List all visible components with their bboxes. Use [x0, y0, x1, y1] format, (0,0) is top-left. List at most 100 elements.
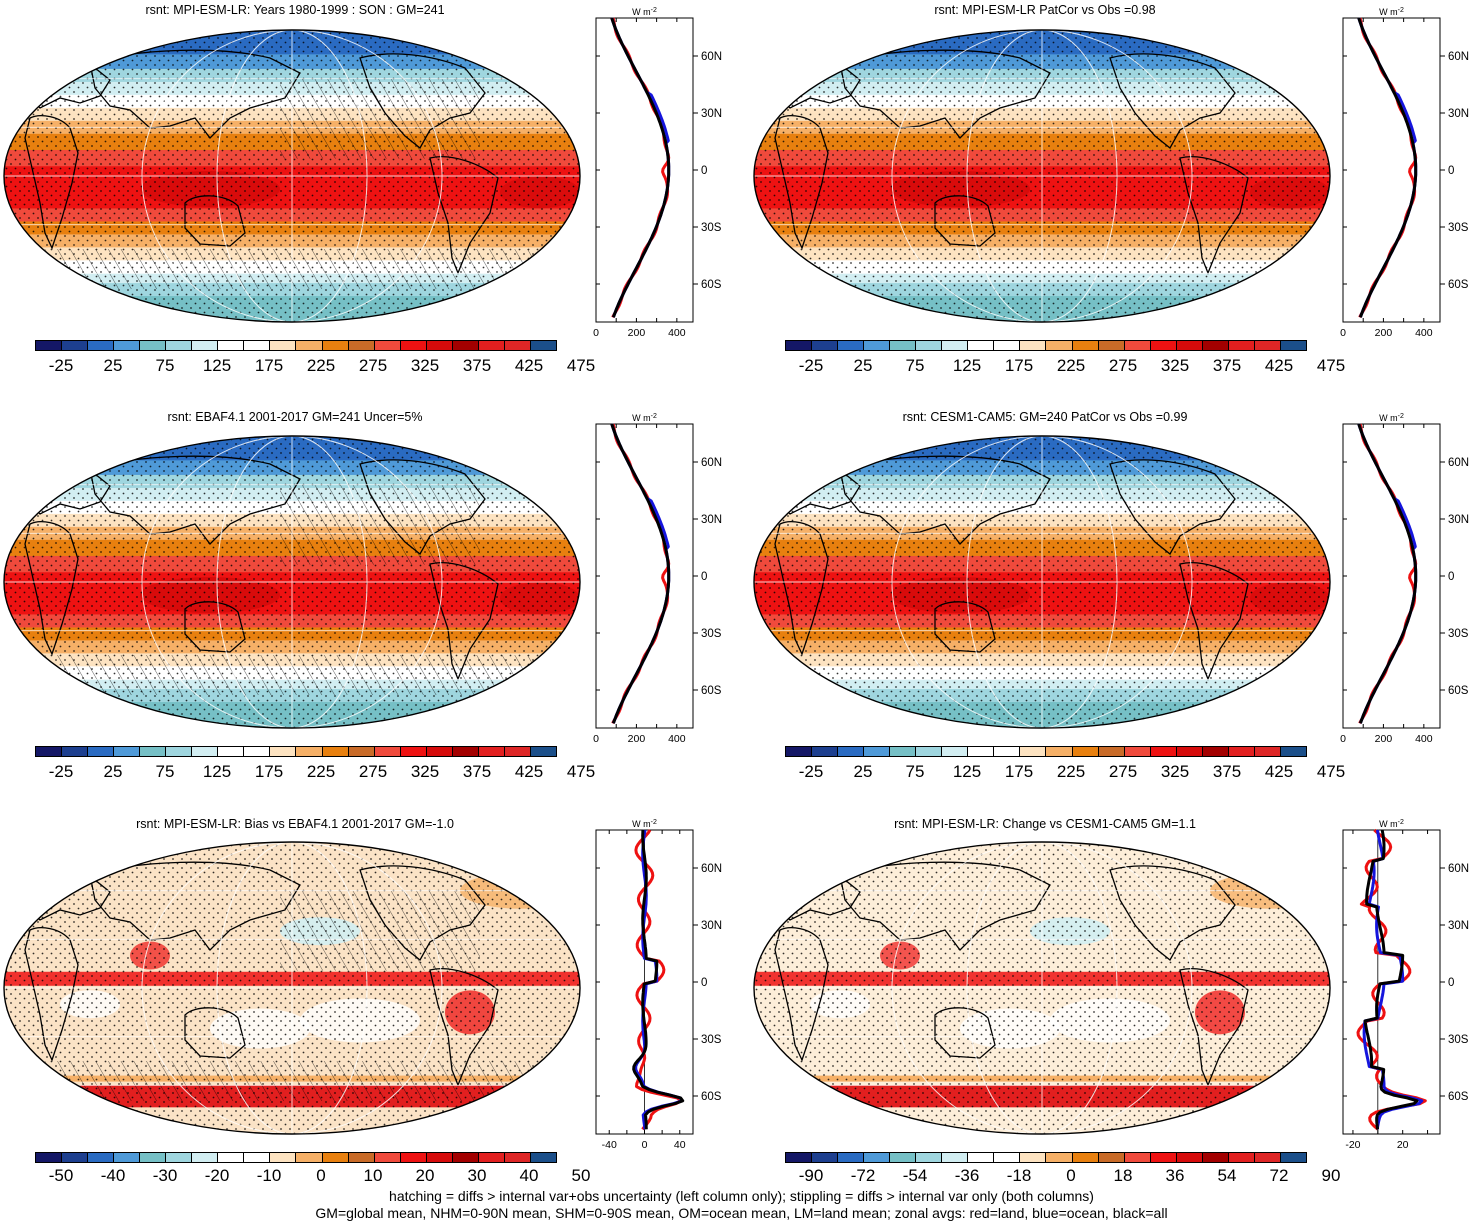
colorbar-swatch — [296, 747, 323, 756]
colorbar-label: 425 — [514, 356, 544, 375]
colorbar-label: 425 — [1264, 762, 1294, 781]
colorbar-swatch — [140, 1153, 167, 1162]
colorbar-swatch — [530, 747, 556, 756]
colorbar-swatch — [270, 747, 297, 756]
lat-tick-label: 60S — [1448, 279, 1469, 291]
colorbar-swatch — [1150, 341, 1177, 350]
colorbar-swatch — [166, 747, 193, 756]
colorbar-swatch — [890, 747, 917, 756]
colorbar-swatch — [36, 341, 63, 350]
colorbar-swatch — [452, 341, 479, 350]
colorbar-swatch — [114, 747, 141, 756]
lat-tick-label: 30S — [701, 628, 722, 640]
colorbar-label: 0 — [316, 1166, 326, 1185]
units-label: W m-2 — [1379, 7, 1404, 18]
zonal-mean-plot: W m-2 60N 30N 0 30S 60S -40 0 40 — [595, 819, 722, 1151]
colorbar-label: 25 — [103, 762, 123, 781]
colorbar-swatch — [348, 747, 375, 756]
colorbar-label: 40 — [519, 1166, 539, 1185]
colorbar-swatch — [838, 747, 865, 756]
panel-title: rsnt: CESM1-CAM5: GM=240 PatCor vs Obs =… — [902, 410, 1188, 424]
colorbar-swatch — [1202, 341, 1229, 350]
lat-tick-label: 30N — [1448, 920, 1469, 932]
lat-tick-label: 30N — [701, 920, 722, 932]
colorbar-swatch — [1228, 1153, 1255, 1162]
colorbar-swatch — [1072, 1153, 1099, 1162]
panel-title: rsnt: MPI-ESM-LR: Change vs CESM1-CAM5 G… — [894, 817, 1196, 831]
colorbar-swatch — [1228, 747, 1255, 756]
colorbar-swatch — [1228, 341, 1255, 350]
colorbar-label: 175 — [254, 356, 284, 375]
colorbar-swatch — [1280, 1153, 1306, 1162]
colorbar-label: -90 — [798, 1166, 824, 1185]
colorbar-swatch — [88, 1153, 115, 1162]
zonal-mean-plot: W m-2 60N 30N 0 30S 60S -20 20 — [1342, 819, 1469, 1151]
colorbar-label: -25 — [798, 762, 824, 781]
colorbar-swatch — [192, 341, 219, 350]
colorbar-label: 10 — [363, 1166, 383, 1185]
colorbar-swatch — [1020, 1153, 1047, 1162]
colorbar-swatch — [374, 341, 401, 350]
colorbar-swatch — [244, 747, 271, 756]
zonal-mean-plot: W m-2 60N 30N 0 30S 60S 0 200 400 — [593, 413, 722, 746]
lat-tick-label: 60N — [701, 863, 722, 875]
colorbar-swatch — [1176, 1153, 1203, 1162]
colorbar-swatch — [400, 747, 427, 756]
colorbar-swatch — [244, 1153, 271, 1162]
colorbar-swatch — [864, 1153, 891, 1162]
colorbar-label: 25 — [103, 356, 123, 375]
zonal-x-tick-label: 20 — [1397, 1139, 1409, 1151]
lat-tick-label: 30S — [1448, 222, 1469, 234]
units-label: W m-2 — [632, 7, 657, 18]
colorbar-swatch — [1280, 341, 1306, 350]
colorbar-swatch — [478, 747, 505, 756]
zonal-x-tick-label: 400 — [1415, 733, 1433, 745]
lat-tick-label: 30S — [1448, 1034, 1469, 1046]
colorbar-swatch — [166, 1153, 193, 1162]
lat-tick-label: 30S — [1448, 628, 1469, 640]
colorbar-swatch — [140, 747, 167, 756]
zonal-x-tick-label: 400 — [668, 733, 686, 745]
all-mean-line — [632, 829, 685, 1130]
colorbar-label: 125 — [202, 762, 232, 781]
colorbar-swatch — [968, 747, 995, 756]
world-map — [753, 29, 1331, 323]
colorbar-swatch — [192, 747, 219, 756]
units-label: W m-2 — [632, 413, 657, 424]
colorbar-label: -72 — [850, 1166, 876, 1185]
colorbar-label: 275 — [1108, 356, 1138, 375]
colorbar-swatch — [114, 1153, 141, 1162]
colorbar-swatch — [1124, 1153, 1151, 1162]
colorbar-labels: -50 -40 -30 -20 -10 0 10 20 30 40 50 — [35, 1166, 591, 1186]
colorbar-label: 54 — [1217, 1166, 1237, 1185]
lat-tick-label: 30N — [701, 108, 722, 120]
colorbar-swatch — [62, 1153, 89, 1162]
colorbar-swatch — [322, 341, 349, 350]
colorbar-labels: -90 -72 -54 -36 -18 0 18 36 54 72 90 — [785, 1166, 1341, 1186]
zonal-x-tick-label: 200 — [1375, 733, 1393, 745]
colorbar-swatch — [478, 1153, 505, 1162]
colorbar-label: 18 — [1113, 1166, 1133, 1185]
colorbar-swatch — [348, 1153, 375, 1162]
colorbar-swatch — [1254, 747, 1281, 756]
colorbar-labels: -25 25 75 125 175 225 275 325 375 425 475 — [35, 762, 595, 782]
colorbar-swatch — [994, 341, 1021, 350]
units-label: W m-2 — [632, 819, 657, 830]
lat-tick-label: 60N — [1448, 863, 1469, 875]
lat-tick-label: 60S — [701, 685, 722, 697]
colorbar-swatch — [400, 1153, 427, 1162]
colorbar-swatch — [786, 747, 813, 756]
colorbar-label: -36 — [954, 1166, 980, 1185]
colorbar-swatch — [838, 1153, 865, 1162]
lat-tick-label: 0 — [701, 571, 707, 583]
units-label: W m-2 — [1379, 413, 1404, 424]
colorbar-swatch — [1020, 747, 1047, 756]
colorbar-label: -18 — [1006, 1166, 1032, 1185]
colorbar-label: 75 — [155, 356, 175, 375]
lat-tick-label: 60S — [701, 279, 722, 291]
colorbar-label: 50 — [571, 1166, 591, 1185]
colorbar-label: -40 — [100, 1166, 126, 1185]
colorbar-swatch — [426, 1153, 453, 1162]
colorbar-swatch — [452, 1153, 479, 1162]
colorbar-label: -50 — [48, 1166, 74, 1185]
